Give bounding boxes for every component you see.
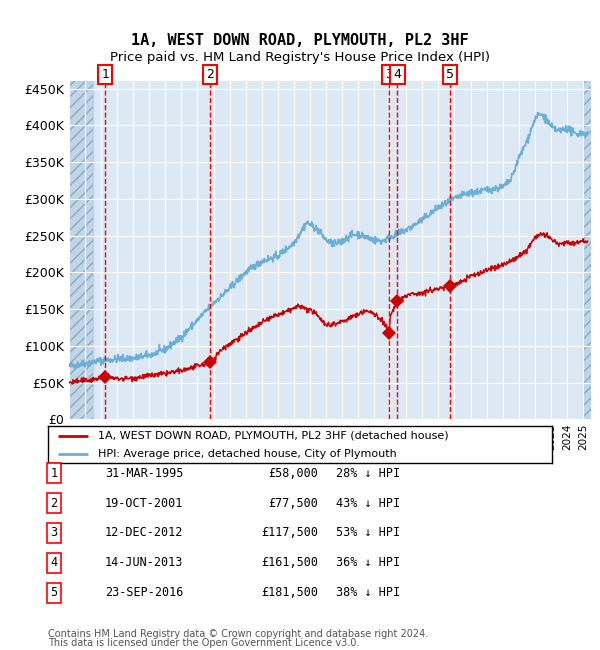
Text: Contains HM Land Registry data © Crown copyright and database right 2024.: Contains HM Land Registry data © Crown c… xyxy=(48,629,428,640)
Text: 19-OCT-2001: 19-OCT-2001 xyxy=(105,497,184,510)
Text: 14-JUN-2013: 14-JUN-2013 xyxy=(105,556,184,569)
Text: 1A, WEST DOWN ROAD, PLYMOUTH, PL2 3HF: 1A, WEST DOWN ROAD, PLYMOUTH, PL2 3HF xyxy=(131,33,469,49)
Text: 28% ↓ HPI: 28% ↓ HPI xyxy=(336,467,400,480)
Text: 1A, WEST DOWN ROAD, PLYMOUTH, PL2 3HF (detached house): 1A, WEST DOWN ROAD, PLYMOUTH, PL2 3HF (d… xyxy=(98,431,449,441)
Text: 23-SEP-2016: 23-SEP-2016 xyxy=(105,586,184,599)
Text: 43% ↓ HPI: 43% ↓ HPI xyxy=(336,497,400,510)
Text: This data is licensed under the Open Government Licence v3.0.: This data is licensed under the Open Gov… xyxy=(48,638,359,649)
Text: Price paid vs. HM Land Registry's House Price Index (HPI): Price paid vs. HM Land Registry's House … xyxy=(110,51,490,64)
Bar xyxy=(583,81,591,419)
Text: 53% ↓ HPI: 53% ↓ HPI xyxy=(336,526,400,539)
Bar xyxy=(69,81,93,419)
Text: 38% ↓ HPI: 38% ↓ HPI xyxy=(336,586,400,599)
Text: £58,000: £58,000 xyxy=(268,467,318,480)
Text: HPI: Average price, detached house, City of Plymouth: HPI: Average price, detached house, City… xyxy=(98,448,397,458)
Text: 12-DEC-2012: 12-DEC-2012 xyxy=(105,526,184,539)
Text: 4: 4 xyxy=(394,68,401,81)
Text: 31-MAR-1995: 31-MAR-1995 xyxy=(105,467,184,480)
Text: 1: 1 xyxy=(101,68,109,81)
Text: 36% ↓ HPI: 36% ↓ HPI xyxy=(336,556,400,569)
Text: 1: 1 xyxy=(50,467,58,480)
Text: 5: 5 xyxy=(446,68,454,81)
Text: 2: 2 xyxy=(206,68,214,81)
Text: £117,500: £117,500 xyxy=(261,526,318,539)
Text: 3: 3 xyxy=(385,68,394,81)
Text: £161,500: £161,500 xyxy=(261,556,318,569)
Text: 3: 3 xyxy=(50,526,58,539)
Text: 2: 2 xyxy=(50,497,58,510)
Text: 4: 4 xyxy=(50,556,58,569)
Bar xyxy=(69,81,93,419)
Bar xyxy=(583,81,591,419)
Text: £181,500: £181,500 xyxy=(261,586,318,599)
Text: £77,500: £77,500 xyxy=(268,497,318,510)
Text: 5: 5 xyxy=(50,586,58,599)
